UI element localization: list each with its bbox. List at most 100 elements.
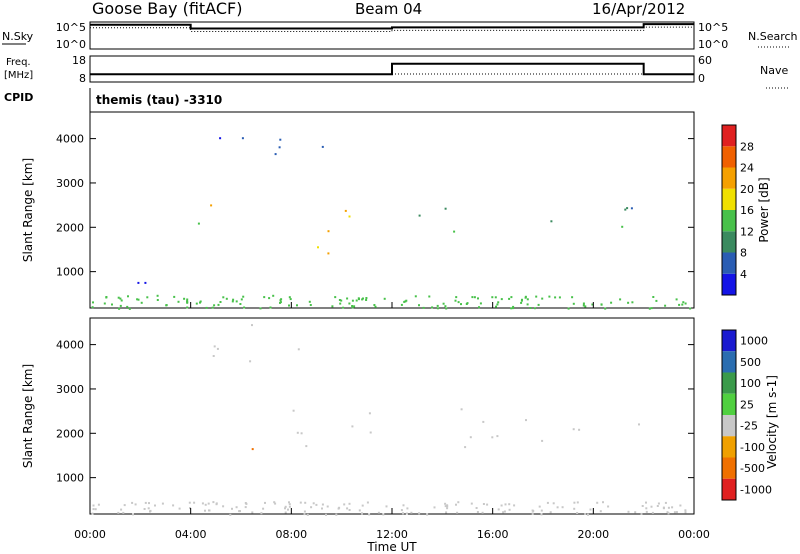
colorbar-swatch <box>722 146 736 168</box>
data-cell <box>638 423 640 426</box>
velocity-colorbar: 1000 500 100 25 -25 -100 -500 -1000 <box>721 329 772 501</box>
data-cell <box>675 298 678 301</box>
data-cell <box>146 296 149 299</box>
data-cell <box>373 304 376 306</box>
data-cell <box>428 295 431 298</box>
y-tick-label: 4000 <box>56 133 84 146</box>
x-tick-label: 00:00 <box>678 528 710 541</box>
data-cell <box>444 305 447 308</box>
data-cell <box>355 299 358 302</box>
data-cell <box>582 302 585 305</box>
data-cell <box>410 511 413 514</box>
data-cell <box>607 505 610 508</box>
power-colorbar-label: Power [dB] <box>757 177 771 242</box>
colorbar-tick-label: 24 <box>740 162 754 175</box>
data-cell <box>263 296 266 299</box>
data-cell <box>684 509 687 512</box>
data-cell <box>621 225 624 228</box>
data-cell <box>251 448 254 451</box>
colorbar-tick-label: -1000 <box>740 483 772 496</box>
velocity-colorbar-label: Velocity [m s-1] <box>765 375 779 469</box>
noise-frame <box>89 21 695 50</box>
data-cell <box>235 300 238 303</box>
data-cell <box>242 295 245 298</box>
data-cell <box>131 501 134 504</box>
x-tick-label: 12:00 <box>376 528 408 541</box>
data-cell <box>120 299 123 302</box>
freq-label: Freq. <box>6 57 31 68</box>
colorbar-tick-label: 100 <box>740 377 761 390</box>
data-cell <box>260 512 263 515</box>
colorbar-swatch <box>722 167 736 189</box>
data-cell <box>558 296 561 299</box>
x-tick-label: 16:00 <box>477 528 509 541</box>
data-cell <box>365 299 368 301</box>
colorbar-frame <box>721 329 737 501</box>
data-cell <box>531 512 534 515</box>
data-cell <box>156 299 159 301</box>
data-cell <box>540 509 543 512</box>
data-cell <box>321 503 324 506</box>
velocity-data <box>91 324 687 516</box>
data-cell <box>362 297 364 300</box>
x-tick-label: 04:00 <box>175 528 207 541</box>
data-cell <box>262 507 265 510</box>
colorbar-tick-label: 4 <box>740 268 747 281</box>
station-title: Goose Bay (fitACF) <box>92 0 242 18</box>
data-cell <box>548 295 551 298</box>
data-cell <box>212 355 215 357</box>
data-cell <box>655 299 658 302</box>
data-cell <box>204 509 206 512</box>
data-cell <box>589 508 592 511</box>
data-cell <box>400 303 403 306</box>
data-cell <box>161 502 164 505</box>
data-cell <box>650 307 653 310</box>
data-cell <box>273 501 276 504</box>
data-cell <box>495 305 497 308</box>
data-cell <box>508 508 511 511</box>
data-cell <box>610 301 613 304</box>
velocity-frame <box>89 317 695 515</box>
data-cell <box>343 503 346 506</box>
data-cell <box>414 295 417 298</box>
data-cell <box>284 511 287 514</box>
data-cell <box>471 296 474 299</box>
data-cell <box>494 296 497 299</box>
data-cell <box>400 509 403 512</box>
date-title: 16/Apr/2012 <box>592 0 685 18</box>
data-cell <box>339 302 342 305</box>
data-cell <box>303 513 306 516</box>
colorbar-swatch <box>722 415 736 437</box>
power-panel: 1000 2000 3000 4000 Slant Range [km] <box>21 111 695 310</box>
data-cell <box>199 300 202 303</box>
data-cell <box>436 307 439 310</box>
data-cell <box>508 297 511 300</box>
data-cell <box>244 506 247 509</box>
data-cell <box>205 306 208 309</box>
data-cell <box>215 502 218 505</box>
data-cell <box>346 297 349 300</box>
data-cell <box>213 345 216 348</box>
data-cell <box>195 302 198 305</box>
data-cell <box>251 511 254 514</box>
data-cell <box>503 510 506 513</box>
data-cell <box>657 502 660 505</box>
data-cell <box>240 298 243 301</box>
data-cell <box>368 513 371 516</box>
data-cell <box>231 507 233 510</box>
data-cell <box>335 513 338 516</box>
data-cell <box>274 153 277 156</box>
data-cell <box>457 501 460 504</box>
data-cell <box>165 304 168 307</box>
data-cell <box>368 412 371 415</box>
data-cell <box>679 504 682 507</box>
colorbar-tick-label: -25 <box>740 420 758 433</box>
data-cell <box>374 305 377 308</box>
data-cell <box>641 505 644 507</box>
data-cell <box>455 503 457 506</box>
colorbar-tick-label: 500 <box>740 356 761 369</box>
data-cell <box>662 506 665 509</box>
data-cell <box>681 303 684 306</box>
noise-search-label: N.Search <box>748 30 798 43</box>
